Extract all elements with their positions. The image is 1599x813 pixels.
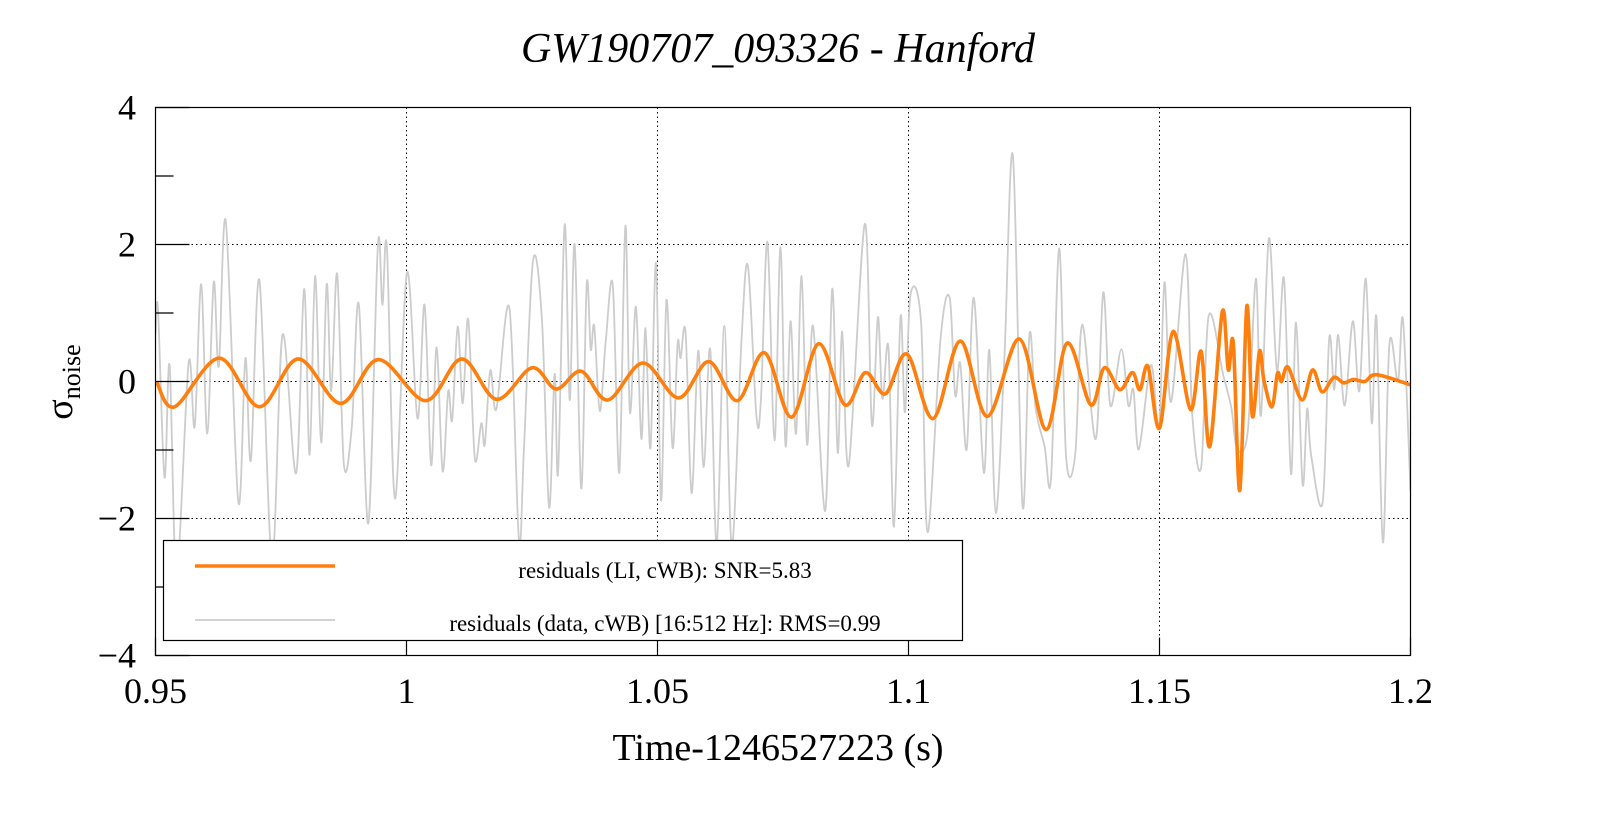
y-tick-label: 4: [118, 88, 136, 128]
legend-label-data: residuals (data, cWB) [16:512 Hz]: RMS=0…: [449, 611, 880, 636]
x-tick-label: 1.05: [626, 671, 689, 711]
svg-text:σnoise: σnoise: [39, 344, 86, 419]
x-tick-label: 0.95: [124, 671, 187, 711]
y-axis-label: σnoise: [39, 344, 86, 419]
x-tick-label: 1.2: [1388, 671, 1433, 711]
y-tick-label: 2: [118, 225, 136, 265]
y-tick-label: 0: [118, 362, 136, 402]
y-tick-label: −4: [98, 636, 136, 676]
x-tick-label: 1.1: [886, 671, 931, 711]
x-axis-label: Time-1246527223 (s): [612, 727, 943, 769]
series-line-data-residuals: [156, 152, 1410, 575]
grid-lines: [155, 107, 1411, 656]
legend-box: [162, 539, 964, 642]
series-line-model-residuals: [156, 303, 1410, 493]
legend: residuals (LI, cWB): SNR=5.83 residuals …: [162, 539, 964, 642]
y-label-sigma: σ: [39, 399, 81, 419]
chart-title: GW190707_093326 - Hanford: [521, 26, 1036, 72]
x-tick-label: 1.15: [1128, 671, 1191, 711]
y-tick-label: −2: [98, 499, 136, 539]
axis-ticks: 0.95 1 1.05 1.1 1.15 1.2 −4 −2 0 2 4: [98, 88, 1433, 712]
x-tick-label: 1: [398, 671, 416, 711]
series-group: [156, 152, 1410, 575]
legend-label-model: residuals (LI, cWB): SNR=5.83: [518, 558, 811, 583]
y-label-subscript: noise: [57, 344, 86, 399]
